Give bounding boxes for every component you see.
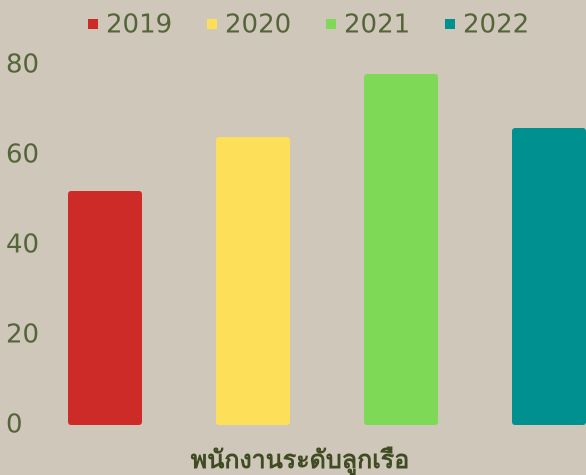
legend-label: 2020 [225,10,291,40]
bar [364,74,438,425]
y-tick-label: 0 [6,410,23,440]
legend-label: 2022 [463,10,529,40]
bar [68,191,142,425]
y-tick-label: 80 [6,50,39,80]
legend-swatch [88,19,98,29]
legend-swatch [445,19,455,29]
y-tick-label: 40 [6,230,39,260]
legend-swatch [326,19,336,29]
y-tick-label: 60 [6,140,39,170]
x-tick-label: พนักงานระดับลูกเรือ [191,445,409,475]
y-tick-label: 20 [6,320,39,350]
legend-label: 2019 [106,10,172,40]
legend-label: 2021 [344,10,410,40]
legend-swatch [207,19,217,29]
bar [512,128,586,425]
bar [216,137,290,425]
